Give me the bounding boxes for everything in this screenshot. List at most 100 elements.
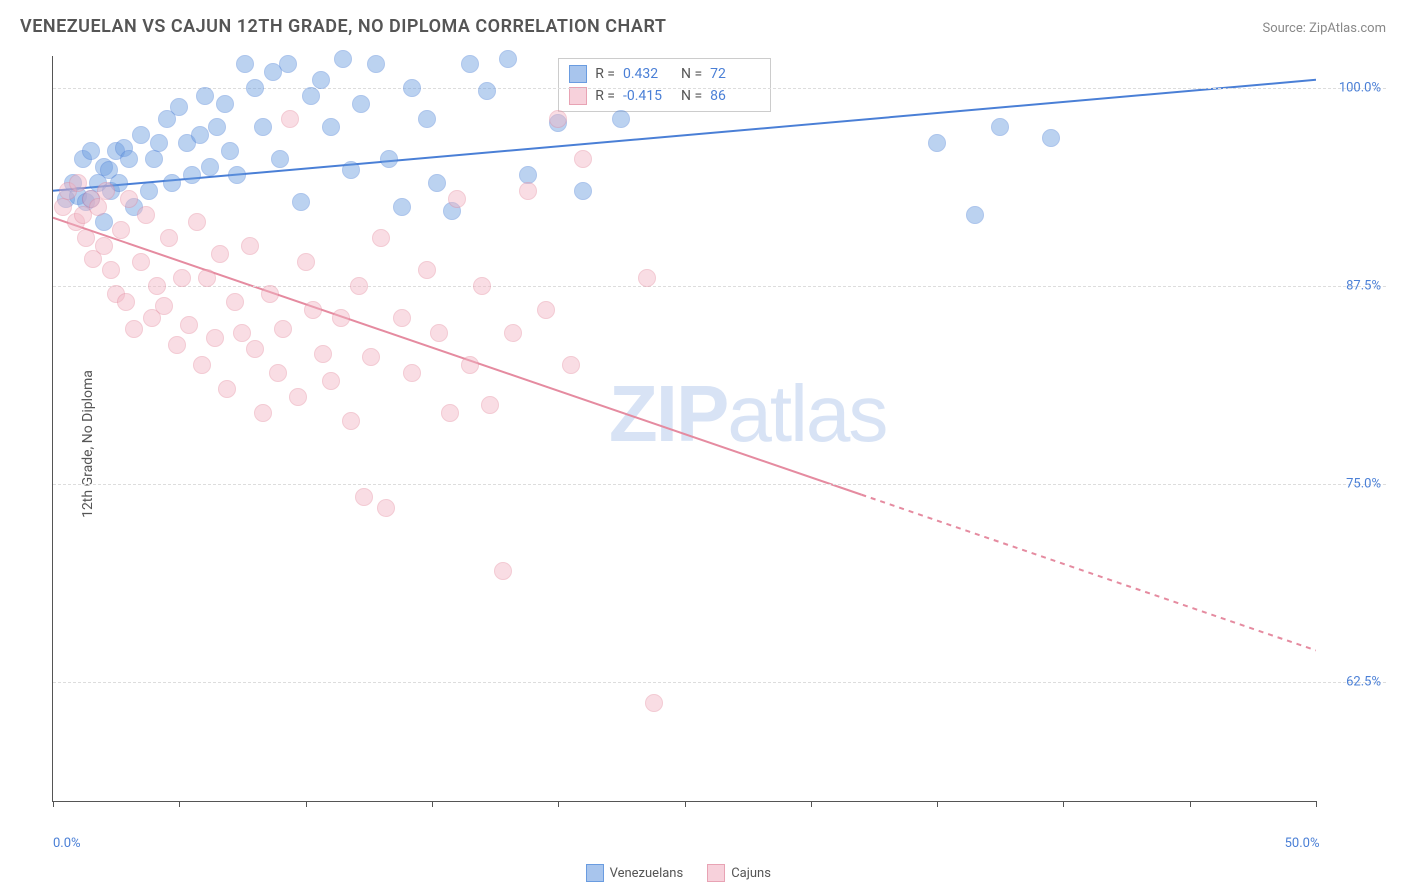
n-value: 86 (710, 88, 760, 104)
scatter-point (102, 261, 120, 279)
x-tick (53, 801, 54, 807)
legend-label: Venezuelans (610, 866, 684, 881)
scatter-point (150, 134, 168, 152)
scatter-point (274, 320, 292, 338)
scatter-point (638, 269, 656, 287)
scatter-point (562, 356, 580, 374)
scatter-point (160, 229, 178, 247)
y-tick-label: 100.0% (1339, 80, 1381, 95)
scatter-point (69, 174, 87, 192)
scatter-point (221, 142, 239, 160)
scatter-point (332, 309, 350, 327)
scatter-point (254, 404, 272, 422)
scatter-point (481, 396, 499, 414)
scatter-point (191, 126, 209, 144)
scatter-point (928, 134, 946, 152)
x-tick (558, 801, 559, 807)
scatter-point (112, 221, 130, 239)
x-tick (685, 801, 686, 807)
x-tick (1190, 801, 1191, 807)
scatter-point (132, 126, 150, 144)
scatter-point (132, 253, 150, 271)
scatter-point (418, 110, 436, 128)
gridline (53, 484, 1386, 485)
legend-item: Venezuelans (586, 864, 684, 882)
scatter-point (372, 229, 390, 247)
scatter-point (95, 213, 113, 231)
scatter-point (334, 50, 352, 68)
y-tick-label: 87.5% (1346, 278, 1381, 293)
scatter-point (342, 412, 360, 430)
scatter-point (549, 110, 567, 128)
scatter-point (201, 158, 219, 176)
scatter-point (246, 79, 264, 97)
scatter-point (428, 174, 446, 192)
chart-container: 12th Grade, No Diploma ZIPatlas R =0.432… (52, 56, 1386, 832)
scatter-point (281, 110, 299, 128)
n-value: 72 (710, 66, 760, 82)
x-tick (1316, 801, 1317, 807)
scatter-point (367, 55, 385, 73)
scatter-point (377, 499, 395, 517)
scatter-point (226, 293, 244, 311)
gridline (53, 682, 1386, 683)
scatter-point (322, 118, 340, 136)
n-label: N = (681, 66, 702, 82)
scatter-point (183, 166, 201, 184)
scatter-point (504, 324, 522, 342)
scatter-point (441, 404, 459, 422)
scatter-point (196, 87, 214, 105)
x-tick-label: 0.0% (53, 836, 81, 851)
legend-swatch (569, 65, 587, 83)
scatter-point (163, 174, 181, 192)
scatter-point (302, 87, 320, 105)
scatter-point (645, 694, 663, 712)
chart-header: VENEZUELAN VS CAJUN 12TH GRADE, NO DIPLO… (0, 0, 1406, 45)
scatter-point (966, 206, 984, 224)
scatter-point (418, 261, 436, 279)
scatter-point (612, 110, 630, 128)
scatter-point (82, 142, 100, 160)
scatter-point (537, 301, 555, 319)
x-tick (937, 801, 938, 807)
scatter-point (236, 55, 254, 73)
x-tick (306, 801, 307, 807)
r-value: 0.432 (623, 66, 673, 82)
scatter-point (54, 198, 72, 216)
scatter-point (216, 95, 234, 113)
scatter-point (322, 372, 340, 390)
scatter-point (269, 364, 287, 382)
scatter-point (188, 213, 206, 231)
scatter-point (499, 50, 517, 68)
scatter-point (148, 277, 166, 295)
scatter-point (355, 488, 373, 506)
scatter-point (448, 190, 466, 208)
source-label: Source: ZipAtlas.com (1262, 21, 1386, 36)
scatter-point (393, 198, 411, 216)
scatter-point (574, 182, 592, 200)
plot-area: ZIPatlas R =0.432N =72R =-0.415N =86 62.… (52, 56, 1316, 802)
scatter-point (342, 161, 360, 179)
gridline (53, 286, 1386, 287)
scatter-point (279, 55, 297, 73)
scatter-point (314, 345, 332, 363)
scatter-point (218, 380, 236, 398)
scatter-point (393, 309, 411, 327)
scatter-point (95, 237, 113, 255)
scatter-point (193, 356, 211, 374)
scatter-point (380, 150, 398, 168)
scatter-point (140, 182, 158, 200)
scatter-point (168, 336, 186, 354)
scatter-point (461, 55, 479, 73)
scatter-point (519, 182, 537, 200)
scatter-point (120, 150, 138, 168)
scatter-point (430, 324, 448, 342)
scatter-point (403, 79, 421, 97)
scatter-point (289, 388, 307, 406)
r-label: R = (595, 66, 615, 82)
scatter-point (304, 301, 322, 319)
scatter-point (261, 285, 279, 303)
scatter-point (208, 118, 226, 136)
scatter-point (352, 95, 370, 113)
x-tick (1063, 801, 1064, 807)
